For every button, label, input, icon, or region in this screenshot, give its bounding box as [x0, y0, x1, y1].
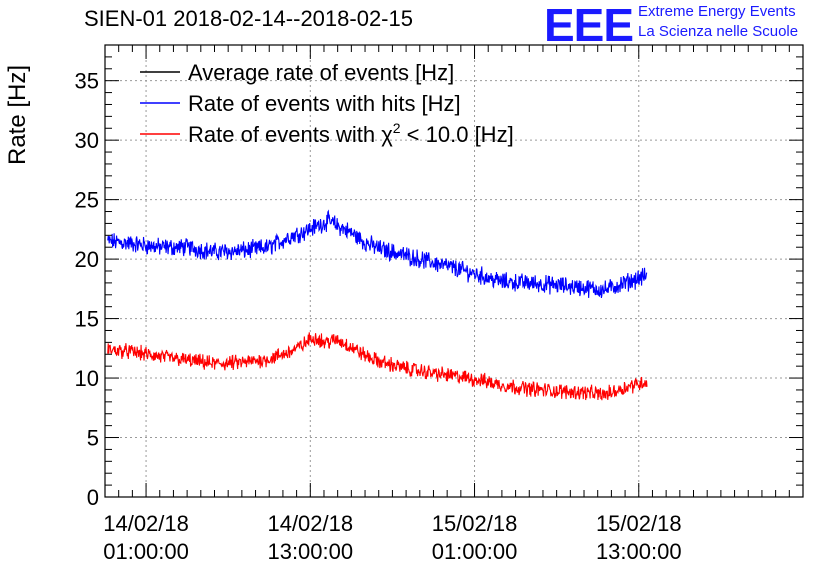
legend-label-superscript: 2 [393, 120, 401, 136]
axis-ticks: 0 5 10 15 20 25 30 35 14/02/18 01:00:00 14/02/18 13… [75, 44, 804, 564]
series-line-1 [107, 209, 648, 299]
series-layer [107, 209, 648, 401]
y-tick-label: 15 [75, 307, 99, 332]
y-tick-label: 20 [75, 247, 99, 272]
legend-label-0: Average rate of events [Hz] [188, 60, 454, 85]
eee-logo: EEE [544, 0, 634, 51]
x-tick-label-time: 13:00:00 [267, 539, 353, 564]
legend-label-main: Rate of events with χ [188, 122, 393, 147]
series-line-2 [107, 332, 648, 401]
x-tick-label-date: 14/02/18 [103, 511, 189, 536]
legend-label-tail: < 10.0 [Hz] [401, 122, 514, 147]
logo-line-1: Extreme Energy Events [638, 3, 796, 20]
y-tick-label: 5 [87, 426, 99, 451]
y-tick-label: 25 [75, 188, 99, 213]
chart-title: SIEN-01 2018-02-14--2018-02-15 [84, 6, 413, 31]
logo-line-2: La Scienza nelle Scuole [638, 23, 799, 40]
x-tick-label-time: 01:00:00 [432, 539, 518, 564]
x-tick-label-date: 15/02/18 [432, 511, 518, 536]
legend-label-1: Rate of events with hits [Hz] [188, 91, 461, 116]
grid [105, 45, 803, 497]
y-tick-label: 0 [87, 485, 99, 510]
y-tick-label: 30 [75, 128, 99, 153]
legend-label-2: Rate of events with χ2 < 10.0 [Hz] [188, 120, 514, 147]
x-tick-label-date: 15/02/18 [596, 511, 682, 536]
x-tick-label-time: 01:00:00 [103, 539, 189, 564]
x-tick-label-date: 14/02/18 [267, 511, 353, 536]
x-tick-label-time: 13:00:00 [596, 539, 682, 564]
y-tick-label: 35 [75, 69, 99, 94]
legend: Average rate of events [Hz] Rate of event… [140, 60, 514, 147]
y-tick-label: 10 [75, 366, 99, 391]
